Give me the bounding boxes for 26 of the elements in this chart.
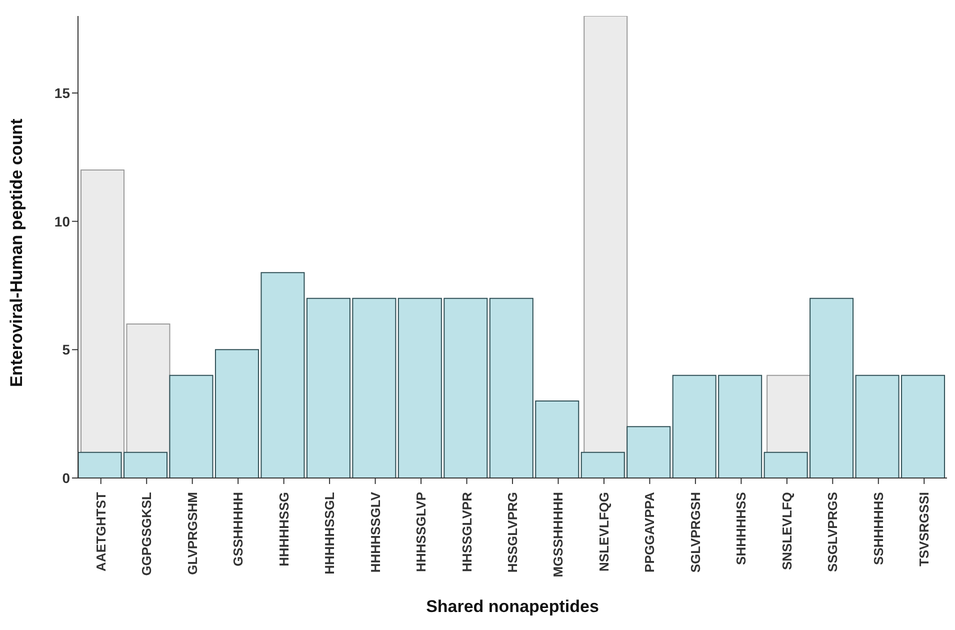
x-tick-label: HHHHSSGLV bbox=[368, 492, 383, 573]
x-tick-label: MGSSHHHHH bbox=[550, 492, 566, 578]
x-tick-label: HHHHHSSGL bbox=[322, 492, 338, 574]
y-tick-label: 10 bbox=[54, 213, 70, 230]
y-tick-label: 0 bbox=[62, 470, 70, 486]
x-tick-label: NSLEVLFQG bbox=[596, 492, 612, 572]
y-tick-label: 15 bbox=[54, 84, 70, 101]
x-tick-label: PPGGAVPPA bbox=[642, 491, 658, 572]
x-tick-label: AAETGHTST bbox=[93, 492, 108, 572]
x-tick-label: SSGLVPRGS bbox=[825, 492, 840, 572]
x-tick-label: GGPGSGKSL bbox=[139, 492, 154, 576]
x-tick-label: HHSSGLVPR bbox=[459, 491, 474, 572]
x-tick-label: HHHHHSSG bbox=[276, 492, 292, 566]
x-tick-label: SGLVPRGSH bbox=[688, 492, 703, 573]
x-tick-label: SSHHHHHS bbox=[870, 492, 886, 565]
x-tick-label: TSVSRGSSI bbox=[916, 492, 932, 566]
x-tick-label: HHHSSGLVP bbox=[414, 492, 429, 572]
x-axis-title: Shared nonapeptides bbox=[426, 597, 599, 616]
x-tick-label: SNSLEVLFQ bbox=[779, 492, 794, 570]
x-tick-label: GSSHHHHH bbox=[230, 492, 246, 566]
y-axis-title: Enteroviral-Human peptide count bbox=[7, 118, 26, 387]
bar bbox=[584, 16, 628, 478]
y-tick-label: 5 bbox=[62, 342, 70, 358]
x-tick-label: SHHHHHSS bbox=[734, 492, 749, 565]
x-tick-label: HSSGLVPRG bbox=[505, 492, 520, 573]
x-tick-label: GLVPRGSHM bbox=[184, 492, 200, 575]
